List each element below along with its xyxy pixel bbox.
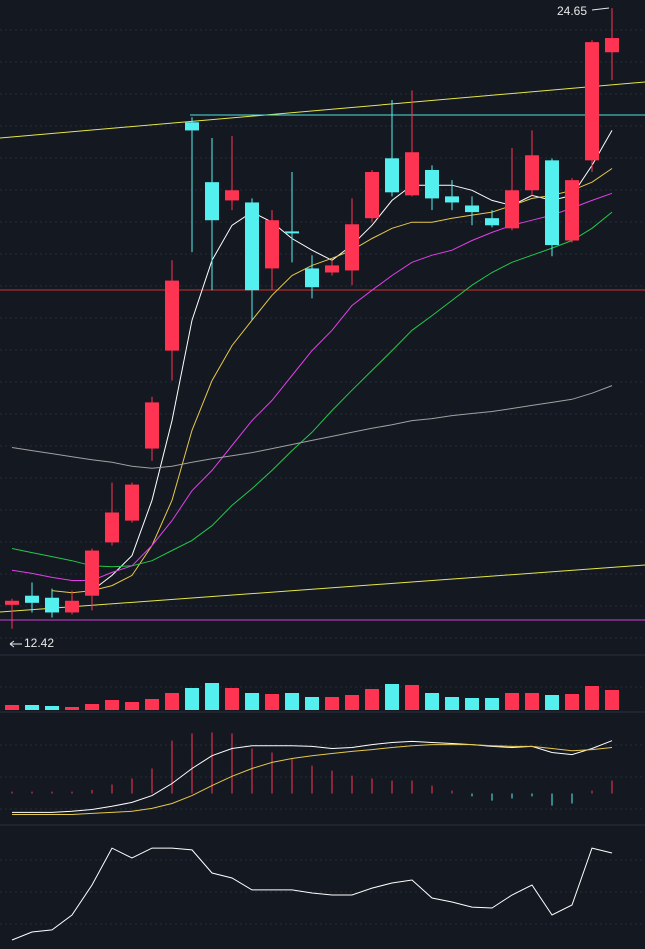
trend-line: [0, 81, 645, 139]
candle-body: [585, 42, 599, 161]
candle-body: [465, 205, 479, 213]
candle-body: [165, 280, 179, 351]
volume-bar: [605, 690, 619, 710]
volume-bar: [45, 706, 59, 710]
volume-bar: [105, 700, 119, 710]
volume-bar: [385, 684, 399, 710]
indicator-line: [11, 211, 613, 568]
volume-bar: [165, 693, 179, 710]
candle-body: [25, 595, 39, 603]
volume-bar: [245, 693, 259, 710]
volume-bar: [365, 689, 379, 710]
candle-body: [205, 182, 219, 221]
candle-body: [245, 202, 259, 291]
volume-bar: [65, 707, 79, 710]
candle-body: [425, 169, 439, 199]
volume-bar: [345, 695, 359, 710]
volume-bar: [85, 704, 99, 710]
volume-bar: [525, 693, 539, 710]
volume-bar: [445, 697, 459, 710]
high-label: 24.65: [557, 4, 587, 18]
volume-bar: [505, 693, 519, 710]
high-arrow: [591, 7, 610, 11]
candle-body: [45, 597, 59, 613]
volume-bar: [145, 699, 159, 710]
volume-bar: [465, 698, 479, 710]
candle-body: [485, 218, 499, 226]
candle-body: [325, 265, 339, 273]
candle-body: [105, 512, 119, 543]
volume-bar: [405, 685, 419, 710]
candle-body: [445, 196, 459, 203]
candle-body: [185, 122, 199, 131]
indicator-line: [12, 744, 613, 815]
candle-body: [365, 172, 379, 219]
volume-bar: [545, 695, 559, 710]
volume-bar: [225, 688, 239, 710]
candle-body: [285, 231, 299, 234]
volume-bar: [25, 705, 39, 710]
candle-body: [5, 600, 19, 605]
volume-bar: [485, 698, 499, 710]
plot: [5, 8, 619, 941]
candle-body: [545, 160, 559, 246]
candle-body: [265, 220, 279, 269]
candle-body: [125, 484, 139, 521]
volume-bar: [205, 683, 219, 710]
volume-bar: [305, 697, 319, 710]
candle-body: [605, 38, 619, 53]
volume-bar: [185, 688, 199, 710]
volume-bar: [265, 694, 279, 710]
candle-body: [505, 190, 519, 229]
low-arrow: [9, 640, 22, 648]
volume-bar: [125, 702, 139, 710]
trend-line: [0, 564, 645, 613]
candle-body: [525, 155, 539, 191]
indicator-line: [11, 847, 613, 941]
volume-bar: [5, 705, 19, 710]
candle-body: [225, 190, 239, 201]
volume-bar: [585, 686, 599, 710]
low-label: 12.42: [24, 636, 54, 650]
candle-body: [65, 600, 79, 613]
indicator-line: [12, 740, 613, 813]
candle-body: [385, 158, 399, 193]
candle-body: [305, 268, 319, 288]
candle-body: [85, 550, 99, 596]
volume-bar: [285, 693, 299, 710]
volume-bar: [425, 693, 439, 710]
candle-body: [405, 152, 419, 196]
candle-body: [345, 224, 359, 271]
candle-body: [145, 402, 159, 449]
indicator-line: [11, 385, 613, 469]
volume-bar: [325, 697, 339, 710]
candle-body: [565, 180, 579, 241]
volume-bar: [565, 694, 579, 710]
